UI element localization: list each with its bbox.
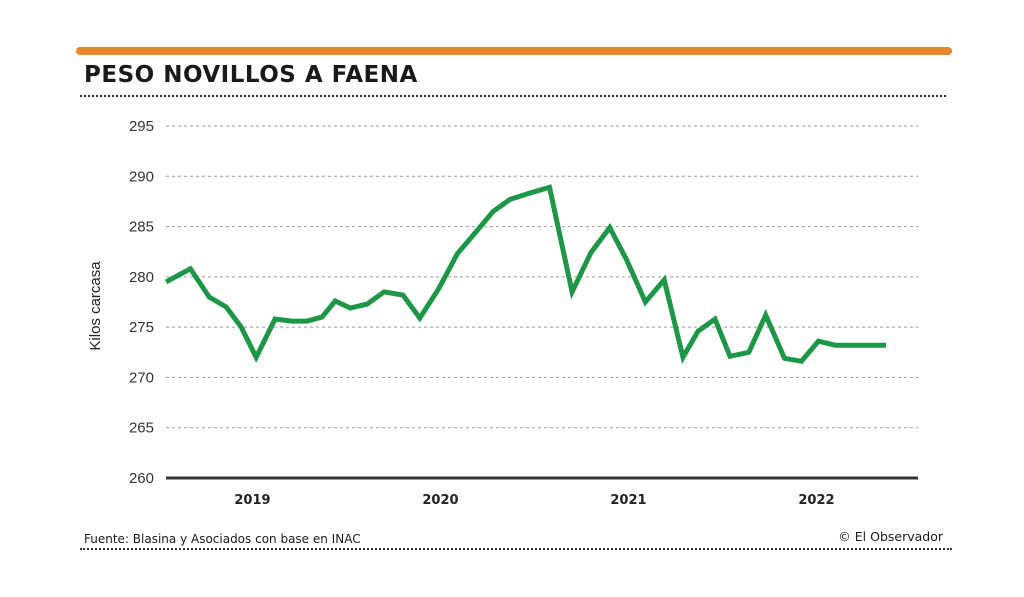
chart-title: PESO NOVILLOS A FAENA [84, 62, 418, 88]
x-axis-ticks: 2019 2020 2021 2022 [234, 493, 834, 508]
y-tick-label: 295 [129, 118, 154, 135]
grid-layer [166, 125, 918, 480]
title-divider [80, 95, 946, 97]
source-note: Fuente: Blasina y Asociados con base en … [84, 532, 361, 546]
series-layer [164, 184, 886, 365]
x-tick-label: 2019 [234, 493, 270, 508]
y-tick-label: 265 [129, 420, 154, 437]
footer-divider [80, 548, 952, 550]
x-tick-label: 2022 [798, 493, 834, 508]
y-tick-label: 280 [129, 269, 154, 286]
x-tick-label: 2021 [610, 493, 646, 508]
copyright-credit: © El Observador [838, 529, 943, 544]
y-axis-label: Kilos carcasa [87, 261, 104, 351]
y-tick-label: 260 [129, 470, 154, 487]
y-tick-label: 270 [129, 369, 154, 386]
y-tick-label: 275 [129, 319, 154, 336]
y-axis-ticks: 260 265 270 275 280 285 290 295 [129, 118, 154, 487]
y-tick-label: 290 [129, 168, 154, 185]
series-line [164, 184, 886, 365]
header-accent-bar [76, 47, 952, 55]
y-tick-label: 285 [129, 219, 154, 236]
x-tick-label: 2020 [422, 493, 458, 508]
